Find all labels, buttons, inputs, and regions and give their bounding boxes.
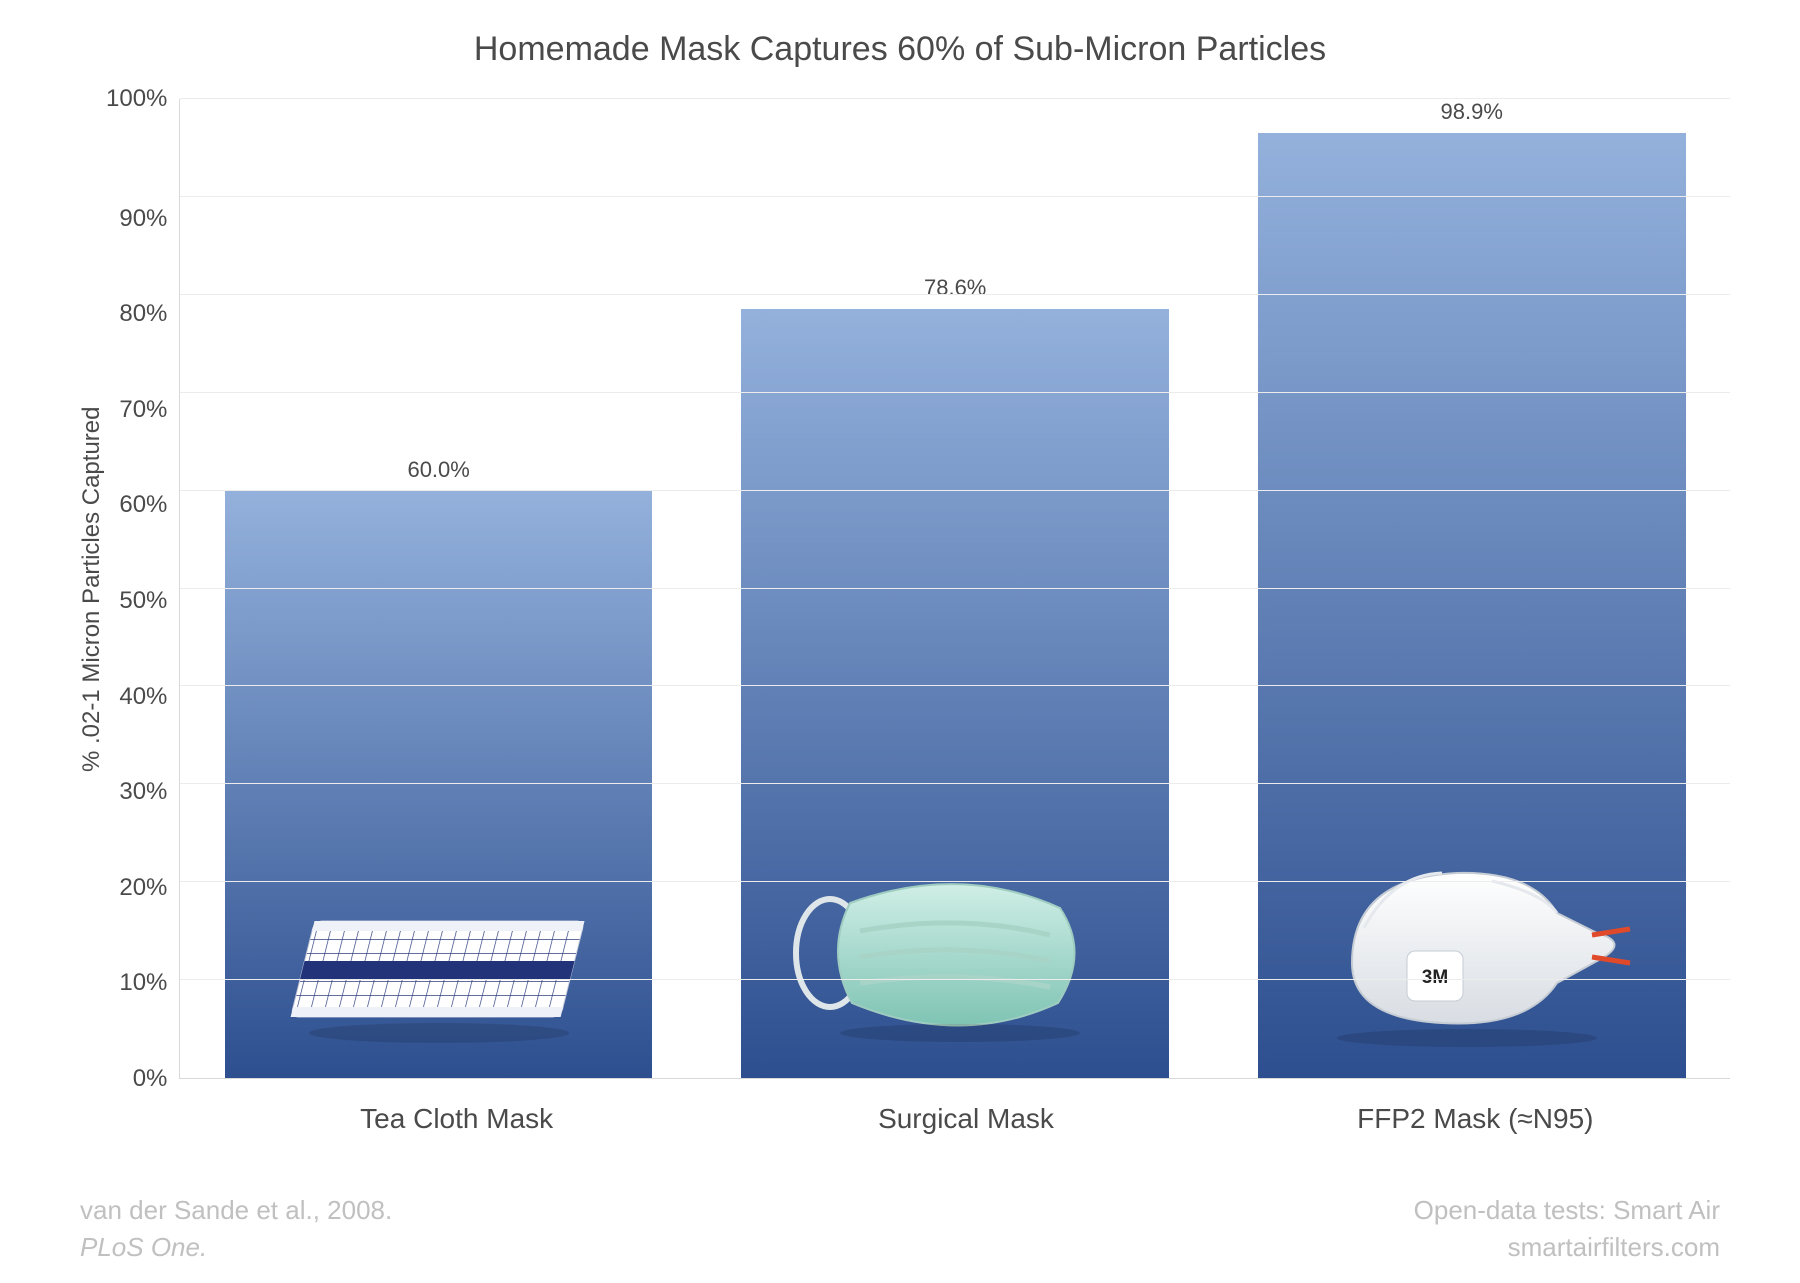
gridline (180, 979, 1730, 980)
plot: 60.0% 78.6% 98.9% (179, 99, 1730, 1079)
source-line-1: Open-data tests: Smart Air (1414, 1192, 1720, 1230)
footer-source: Open-data tests: Smart Air smartairfilte… (1414, 1192, 1720, 1267)
y-axis-label: % .02-1 Micron Particles Captured (70, 389, 106, 789)
ffp2-mask-icon: 3M (1292, 843, 1652, 1053)
y-tick: 100% (106, 87, 167, 111)
gridline (180, 685, 1730, 686)
tea-cloth-mask-icon (274, 883, 604, 1053)
y-tick: 30% (119, 780, 167, 804)
bar-slot: 78.6% (723, 99, 1188, 1078)
bar-slot: 60.0% (206, 99, 671, 1078)
x-axis-label: Surgical Mask (737, 1103, 1195, 1135)
y-tick: 70% (119, 398, 167, 422)
bar-slot: 98.9% 3M (1239, 99, 1704, 1078)
surgical-icon (790, 853, 1120, 1058)
gridline (180, 294, 1730, 295)
x-axis-label: Tea Cloth Mask (227, 1103, 685, 1135)
footer-citation: van der Sande et al., 2008. PLoS One. (80, 1192, 392, 1267)
chart-footer: van der Sande et al., 2008. PLoS One. Op… (80, 1192, 1720, 1267)
citation-line-1: van der Sande et al., 2008. (80, 1192, 392, 1230)
bars-group: 60.0% 78.6% 98.9% (180, 99, 1730, 1078)
source-line-2: smartairfilters.com (1414, 1229, 1720, 1267)
plot-area: % .02-1 Micron Particles Captured 100%90… (70, 99, 1730, 1079)
tea-cloth-icon (274, 883, 604, 1058)
chart-title: Homemade Mask Captures 60% of Sub-Micron… (70, 30, 1730, 69)
gridline (180, 98, 1730, 99)
y-tick: 50% (119, 589, 167, 613)
y-tick: 90% (119, 207, 167, 231)
x-axis-label: FFP2 Mask (≈N95) (1246, 1103, 1704, 1135)
bar (741, 309, 1169, 1078)
y-tick: 20% (119, 876, 167, 900)
bar: 3M (1258, 133, 1686, 1078)
ffp2-icon: 3M (1292, 843, 1652, 1058)
y-tick: 80% (119, 302, 167, 326)
gridline (180, 588, 1730, 589)
y-axis-ticks: 100%90%80%70%60%50%40%30%20%10%0% (106, 99, 179, 1079)
bar-value-label: 98.9% (1441, 99, 1503, 125)
y-tick: 40% (119, 685, 167, 709)
bar-value-label: 78.6% (924, 275, 986, 301)
y-tick: 60% (119, 493, 167, 517)
gridline (180, 392, 1730, 393)
y-tick: 10% (119, 971, 167, 995)
gridline (180, 490, 1730, 491)
gridline (180, 881, 1730, 882)
gridline (180, 783, 1730, 784)
svg-text:3M: 3M (1422, 967, 1448, 988)
citation-line-2: PLoS One. (80, 1229, 392, 1267)
bar-value-label: 60.0% (407, 457, 469, 483)
surgical-mask-icon (790, 853, 1120, 1053)
gridline (180, 196, 1730, 197)
y-tick: 0% (133, 1067, 168, 1091)
chart-container: Homemade Mask Captures 60% of Sub-Micron… (70, 30, 1730, 1180)
x-axis-labels: Tea Cloth Mask Surgical Mask FFP2 Mask (≈N… (202, 1103, 1730, 1135)
